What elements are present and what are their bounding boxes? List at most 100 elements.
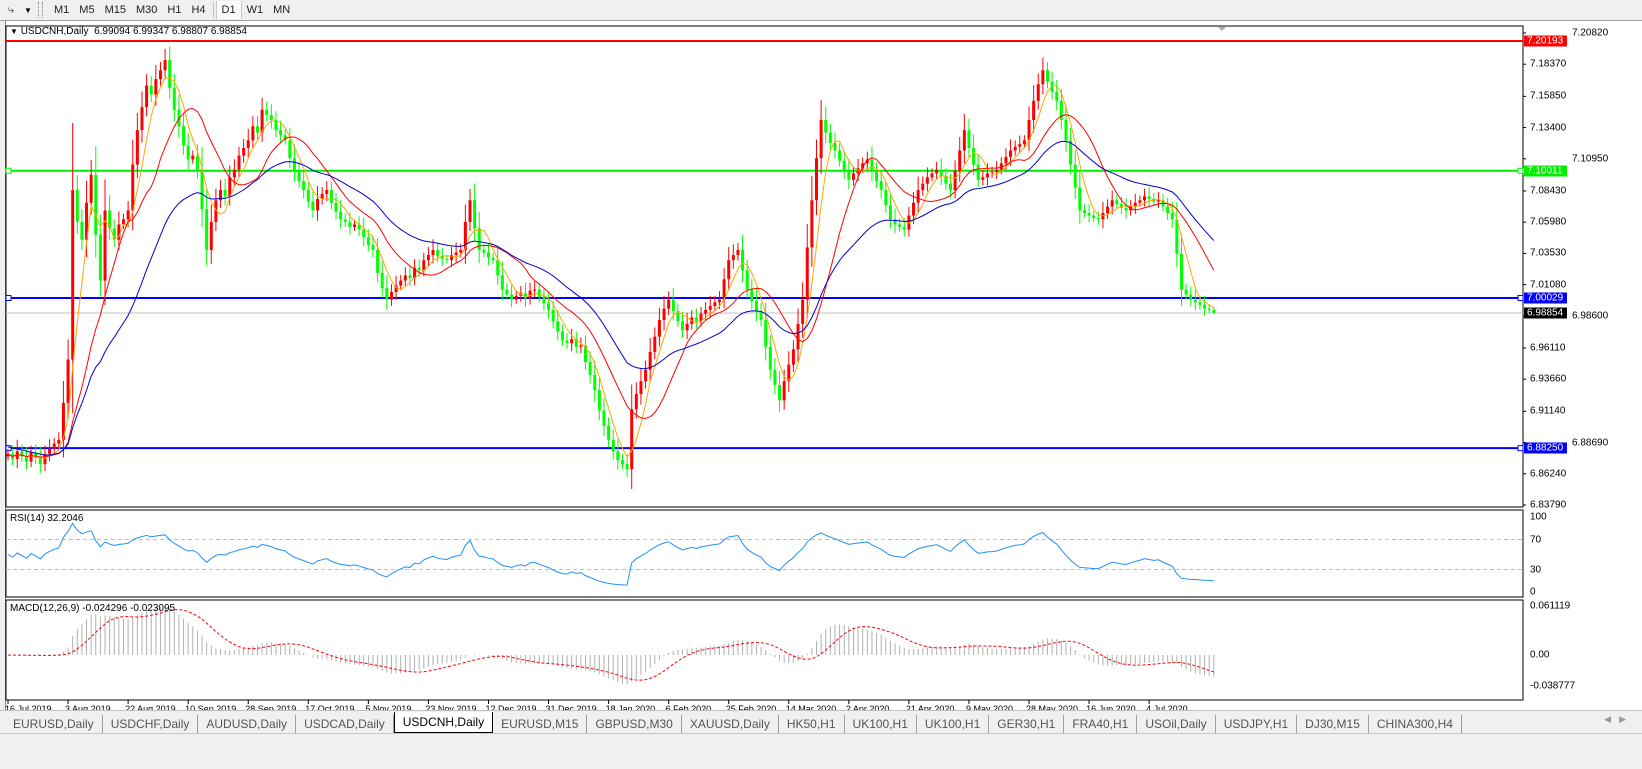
tab-gbpusd-m30[interactable]: GBPUSD,M30 xyxy=(587,715,682,733)
candle-body xyxy=(731,255,735,261)
candle-body xyxy=(1082,210,1086,213)
tab-usdcnh-daily[interactable]: USDCNH,Daily xyxy=(393,712,494,733)
timeframe-h4[interactable]: H4 xyxy=(191,4,206,16)
level-price-box: 7.20193 xyxy=(1524,35,1567,47)
candle-body xyxy=(98,234,102,281)
rsi-tick-label: 30 xyxy=(1530,564,1542,575)
candle-body xyxy=(496,260,500,276)
timeframe-m30[interactable]: M30 xyxy=(135,4,158,16)
candle-body xyxy=(556,321,560,332)
tab-ger30-h1[interactable]: GER30,H1 xyxy=(989,715,1065,733)
chevron-down-icon[interactable]: ▼ xyxy=(24,5,32,15)
candle-body xyxy=(371,244,375,250)
tab-scroll-arrows[interactable]: ◀▶ xyxy=(1604,714,1634,724)
candle-body xyxy=(237,155,241,170)
price-tick-label: 6.93660 xyxy=(1530,373,1567,385)
candle-body xyxy=(787,364,791,382)
chart-tabs: EURUSD,Daily USDCHF,Daily AUDUSD,Daily USDC… xyxy=(0,710,1642,733)
candle-body xyxy=(163,60,167,71)
candle-body xyxy=(274,119,278,131)
candle-body xyxy=(727,260,731,280)
timeframe-h1[interactable]: H1 xyxy=(167,4,182,16)
rsi-tick-label: 0 xyxy=(1530,586,1536,598)
candle-body xyxy=(801,299,805,324)
candle-body xyxy=(514,295,518,300)
chart-tools-icon[interactable]: ⤷ xyxy=(7,3,15,16)
candle-body xyxy=(685,323,689,331)
rsi-label: RSI(14) 32.2046 xyxy=(10,513,84,524)
price-tick-label: 7.15850 xyxy=(1530,90,1567,102)
candle-body xyxy=(648,351,652,370)
candle-body xyxy=(717,299,721,303)
date-tick-label: 28 May 2020 xyxy=(1026,704,1079,714)
candle-body xyxy=(1193,299,1197,303)
candle-body xyxy=(754,300,758,312)
collapse-triangle-icon[interactable]: ▼ xyxy=(10,27,18,36)
timeframe-mn[interactable]: MN xyxy=(273,4,291,16)
candle-body xyxy=(450,255,454,261)
tab-usdchf-daily[interactable]: USDCHF,Daily xyxy=(103,715,199,733)
candle-body xyxy=(486,252,490,258)
candle-body xyxy=(842,160,846,171)
candle-body xyxy=(972,147,976,165)
tab-dj30-m15[interactable]: DJ30,M15 xyxy=(1297,715,1369,733)
macd-label: MACD(12,26,9) -0.024296 -0.023095 xyxy=(10,603,176,614)
candle-body xyxy=(782,381,786,401)
candle-body xyxy=(122,219,125,225)
candle-body xyxy=(542,297,546,304)
tab-usoil-daily[interactable]: USOil,Daily xyxy=(1137,715,1216,733)
candle-body xyxy=(1106,206,1110,213)
rsi-line xyxy=(7,522,1214,586)
rsi-tick-label: 70 xyxy=(1530,534,1542,545)
tab-hk50-h1[interactable]: HK50,H1 xyxy=(779,715,845,733)
candle-body xyxy=(694,317,698,322)
price-tick-label: 6.83790 xyxy=(1530,499,1567,511)
chart-canvas[interactable] xyxy=(0,0,1642,713)
candle-body xyxy=(602,410,606,426)
candle-body xyxy=(828,132,832,143)
toolbar-grip[interactable] xyxy=(38,2,43,18)
candle-body xyxy=(482,249,486,253)
candle-body xyxy=(616,451,620,461)
timeframe-m5[interactable]: M5 xyxy=(79,4,95,16)
timeframe-m15[interactable]: M15 xyxy=(104,4,126,16)
date-tick-label: 23 Nov 2019 xyxy=(425,704,477,714)
candle-body xyxy=(219,190,223,201)
candle-body xyxy=(861,163,865,169)
candle-body xyxy=(103,210,107,281)
macd-signal-line xyxy=(7,609,1214,681)
tab-eurusd-daily[interactable]: EURUSD,Daily xyxy=(5,715,103,733)
candle-body xyxy=(422,260,426,271)
candle-body xyxy=(847,170,851,180)
tab-usdcad-daily[interactable]: USDCAD,Daily xyxy=(296,715,394,733)
candle-body xyxy=(510,294,514,300)
candle-body xyxy=(736,249,740,256)
date-tick-label: 14 Mar 2020 xyxy=(785,704,837,714)
date-tick-label: 22 Aug 2019 xyxy=(125,704,176,714)
candle-body xyxy=(320,193,324,199)
candle-body xyxy=(251,126,255,141)
candle-body xyxy=(921,183,925,191)
timeframe-m1[interactable]: M1 xyxy=(54,4,70,16)
price-tick-label: 7.03530 xyxy=(1530,247,1567,259)
tab-fra40-h1[interactable]: FRA40,H1 xyxy=(1064,715,1138,733)
tab-uk100-h1[interactable]: UK100,H1 xyxy=(845,715,917,733)
candle-body xyxy=(89,174,93,203)
tab-uk100-h1[interactable]: UK100,H1 xyxy=(917,715,990,733)
timeframe-w1[interactable]: W1 xyxy=(246,4,264,16)
timeframe-d1[interactable]: D1 xyxy=(215,1,242,19)
tab-china300-h4[interactable]: CHINA300,H4 xyxy=(1369,715,1462,733)
candle-body xyxy=(1027,119,1031,141)
candle-body xyxy=(639,381,643,394)
tab-eurusd-m15[interactable]: EURUSD,M15 xyxy=(493,715,588,733)
candle-body xyxy=(667,299,671,309)
candle-body xyxy=(657,320,661,337)
candle-body xyxy=(38,457,42,465)
candle-body xyxy=(1018,144,1022,147)
tab-audusd-daily[interactable]: AUDUSD,Daily xyxy=(198,715,297,733)
candle-body xyxy=(135,130,139,165)
tab-usdjpy-h1[interactable]: USDJPY,H1 xyxy=(1216,715,1298,733)
candle-body xyxy=(995,169,999,173)
candle-body xyxy=(1092,215,1096,219)
tab-xauusd-daily[interactable]: XAUUSD,Daily xyxy=(682,715,779,733)
